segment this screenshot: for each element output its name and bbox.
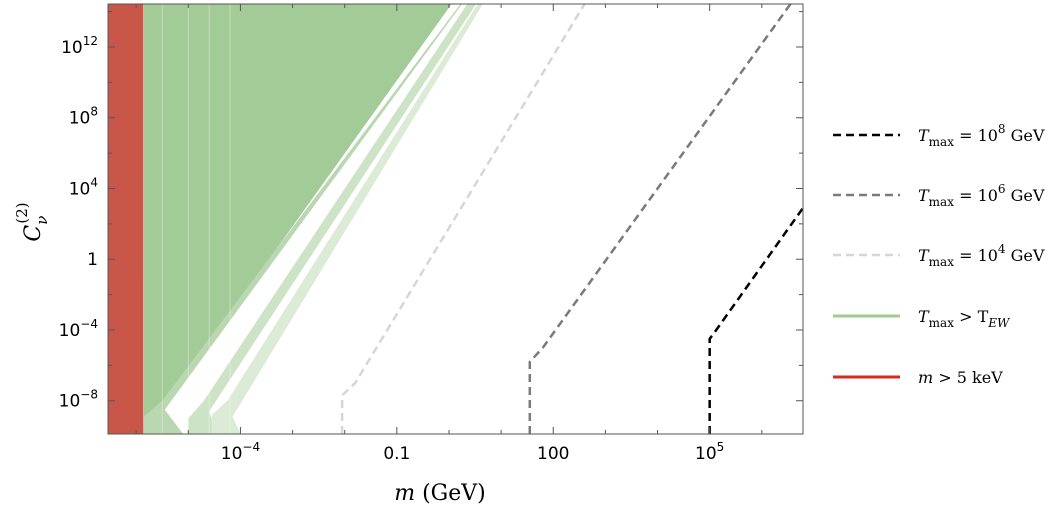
x-tick-label: 10−4 <box>221 440 260 464</box>
series-lines <box>340 4 803 434</box>
green-region-mark-2 <box>188 4 477 434</box>
svg-text:Cν(2): Cν(2) <box>13 202 51 241</box>
y-tick-label: 108 <box>69 105 98 129</box>
series-line-1 <box>528 4 792 434</box>
axis-tick-labels: 10−4 0.1 100 105 10−8 10−4 1 104 108 1012 <box>59 34 725 464</box>
y-tick-label: 10−8 <box>59 388 98 412</box>
x-tick-label: 105 <box>695 440 724 464</box>
plot-frame <box>107 3 804 435</box>
y-axis-title: Cν(2) <box>13 202 51 241</box>
green-region-mark-3 <box>211 4 483 434</box>
series-line-2 <box>708 207 803 434</box>
legend-label: Tmax = 104 GeV <box>918 242 1045 269</box>
x-axis-title: m (GeV) <box>394 481 486 505</box>
green-region-mark-1 <box>143 4 463 434</box>
red-region-mark <box>108 4 144 434</box>
y-tick-label: 10−4 <box>59 317 98 341</box>
legend-label: Tmax > TEW <box>918 307 1011 330</box>
y-tick-label: 1 <box>87 250 98 270</box>
plot-area <box>108 4 483 434</box>
legend: Tmax = 108 GeV Tmax = 106 GeV Tmax = 104 G… <box>833 122 1045 387</box>
x-tick-label: 0.1 <box>383 444 410 464</box>
legend-label: Tmax = 106 GeV <box>918 182 1045 209</box>
legend-label: Tmax = 108 GeV <box>918 122 1045 149</box>
legend-label: m > 5 keV <box>918 368 1003 387</box>
y-tick-label: 104 <box>69 175 98 199</box>
x-tick-label: 100 <box>537 444 569 464</box>
axis-ticks <box>108 4 803 434</box>
series-line-0 <box>340 4 586 434</box>
y-tick-label: 1012 <box>61 34 98 58</box>
